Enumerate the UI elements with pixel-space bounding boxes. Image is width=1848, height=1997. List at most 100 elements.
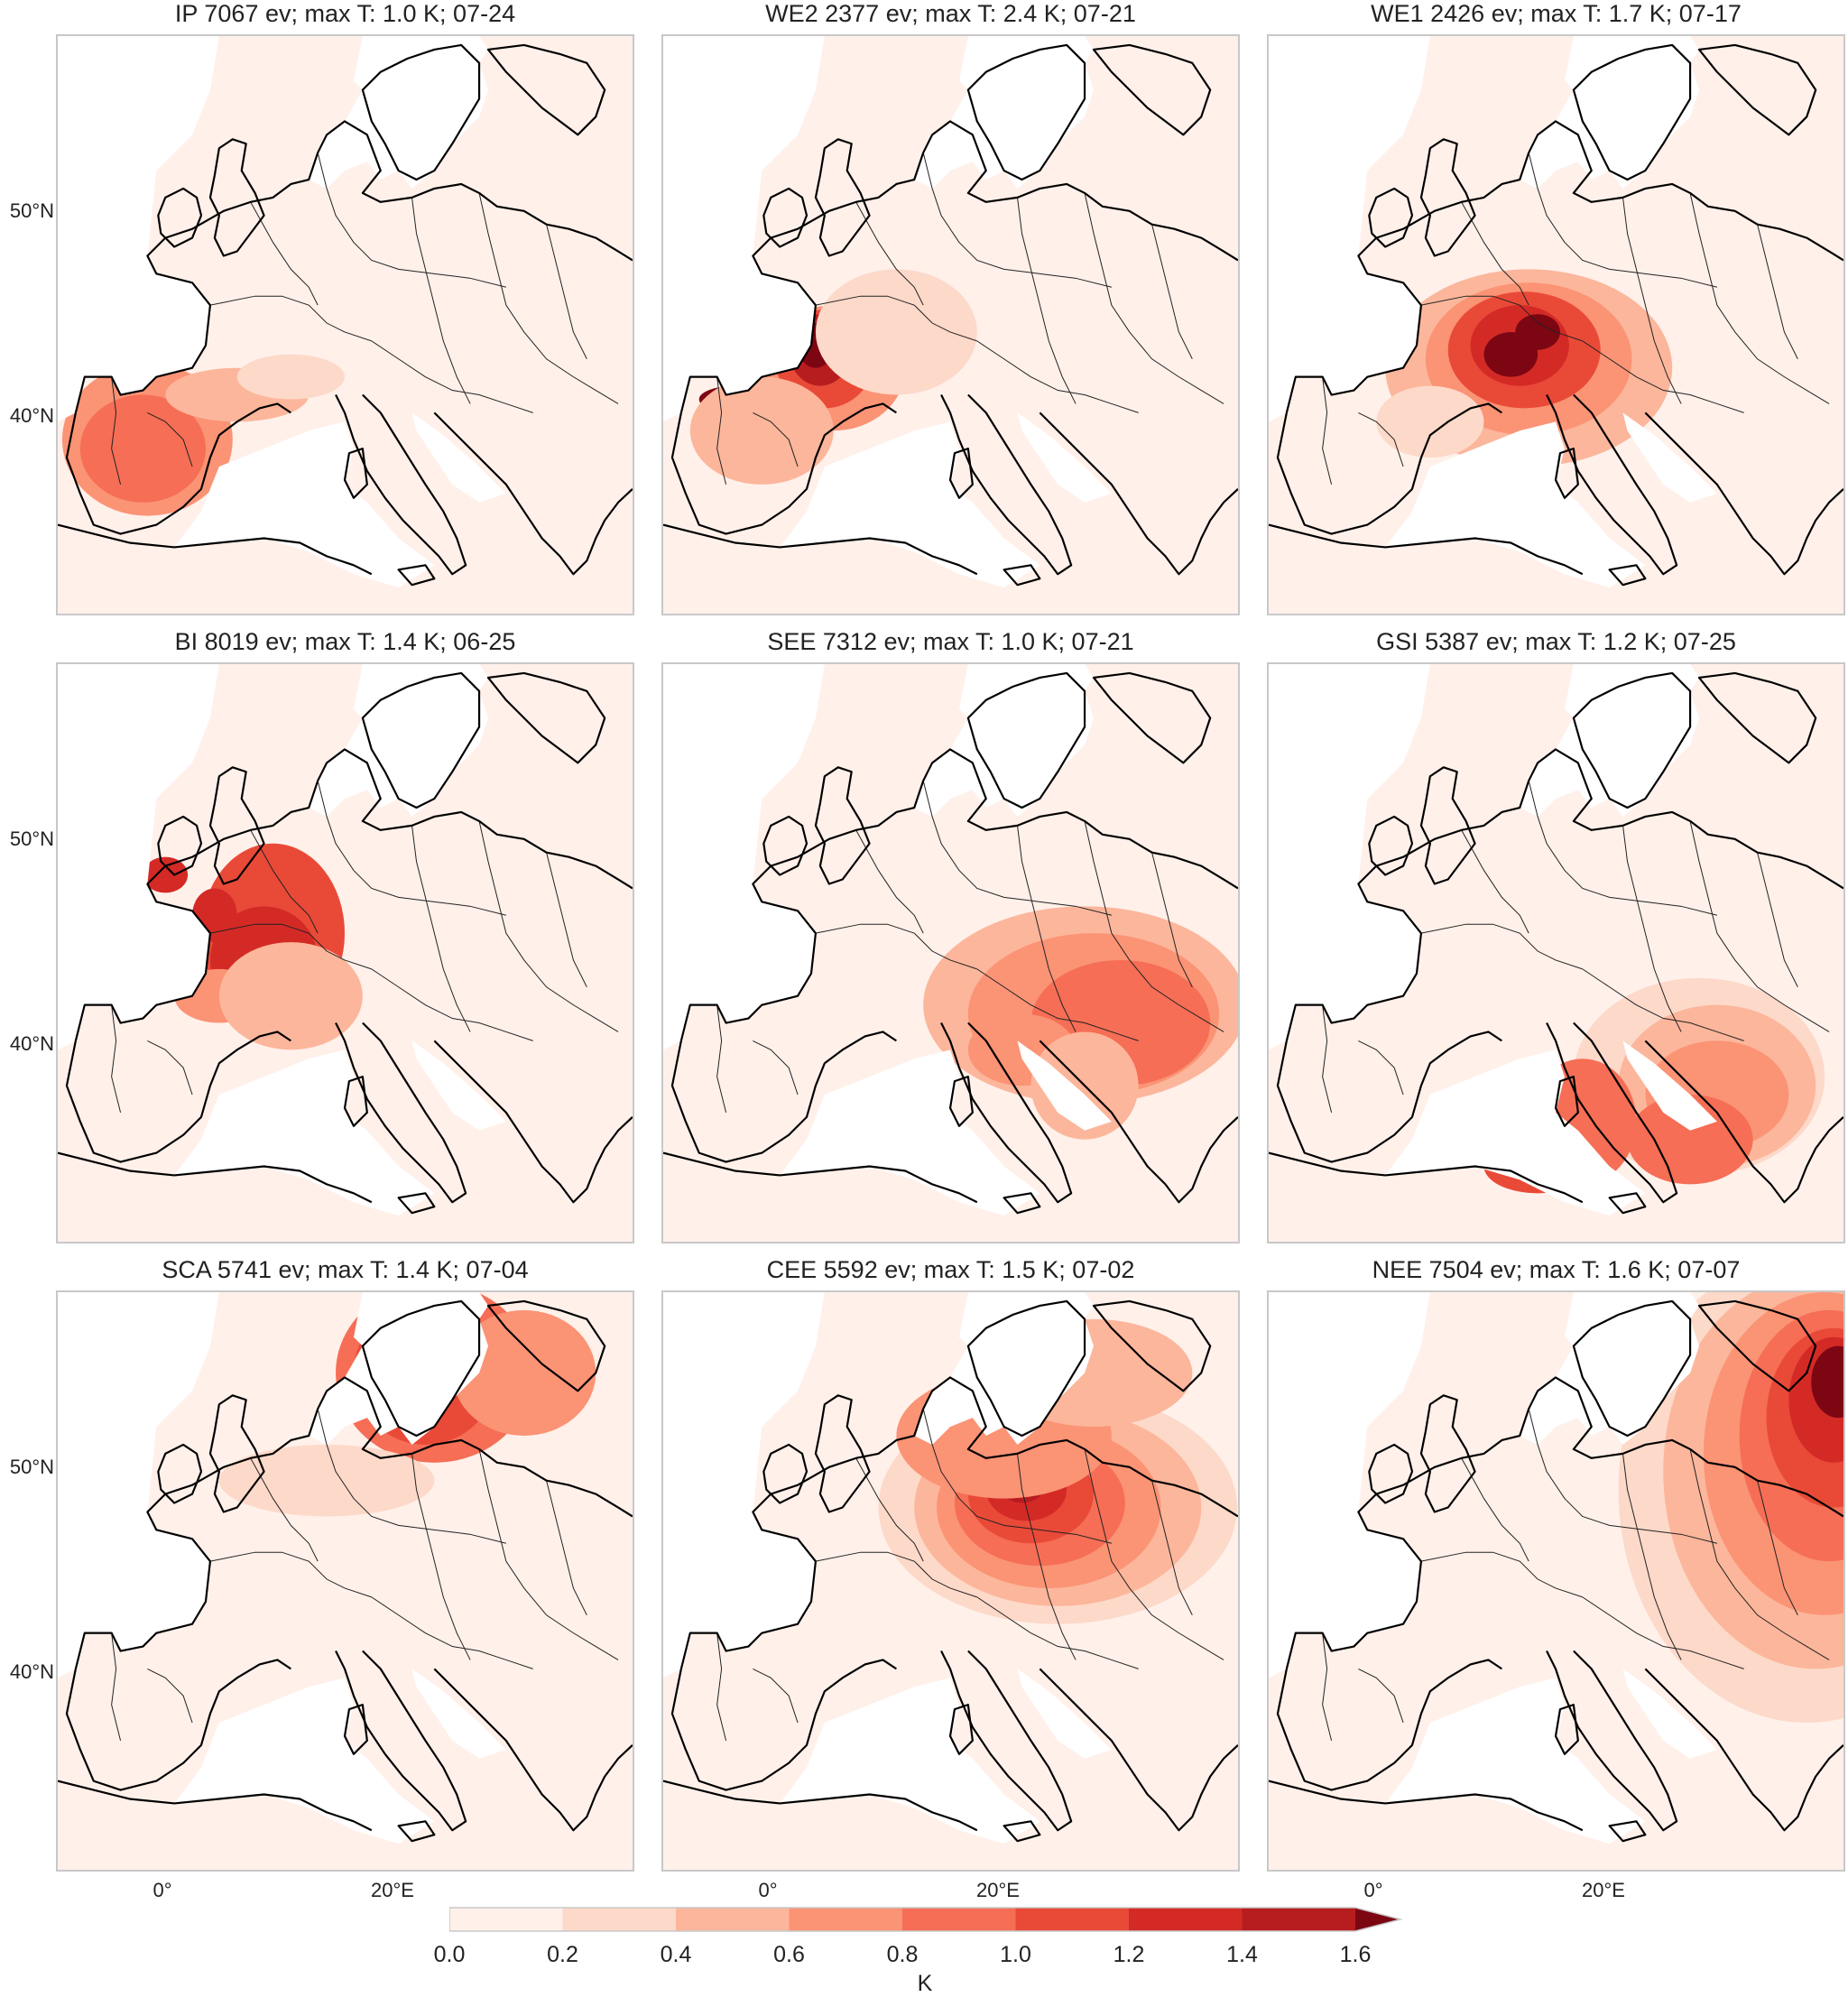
sea-area [174,421,435,588]
coastline [65,402,291,535]
coastline [433,411,633,576]
coastline [486,671,606,764]
coastline [361,43,481,181]
lat-label: 50°N [9,827,54,850]
coastline [670,402,897,535]
coastline [1546,1650,1678,1832]
country-border [209,295,372,342]
country-border [815,1551,977,1598]
country-border [1622,825,1682,1032]
panel-title-gsi: GSI 5387 ev; max T: 1.2 K; 07-25 [1376,628,1736,655]
coastline [208,138,265,257]
sea-area [914,1292,1095,1445]
coastline [948,1076,974,1127]
coastline [1608,564,1647,587]
coastline [157,1443,203,1504]
country-border [317,781,507,916]
country-border [1420,295,1583,342]
country-border [855,201,924,306]
coastline [486,1299,606,1392]
country-border [855,829,924,934]
sea-area [1017,1669,1112,1759]
coastline [208,766,265,885]
coastline [74,748,633,1041]
sea-area [1520,664,1700,817]
coastline [1368,187,1414,248]
coastline [1285,748,1843,1041]
country-border [411,1453,471,1660]
coastline [1269,1151,1584,1204]
coastline [762,1443,808,1504]
country-border [1084,192,1224,404]
coastline [1554,1076,1579,1127]
country-border [1017,1453,1076,1660]
panel-title-see: SEE 7312 ev; max T: 1.0 K; 07-21 [767,628,1134,655]
colorbar-tick-label: 1.6 [1339,1942,1372,1967]
sea-area [1622,1669,1717,1759]
colorbar-segment [1129,1908,1243,1931]
coastline [343,1704,368,1755]
colorbar-extend-arrow [1355,1908,1400,1931]
map-canvas [1269,36,1843,614]
sea-area [1520,1292,1700,1445]
country-border [111,376,122,485]
country-border [855,1457,924,1562]
sea-area [663,1292,825,1678]
sea-area [1622,412,1717,503]
country-border [1322,1004,1333,1114]
country-border [815,923,977,970]
country-border [546,852,587,987]
country-border [478,1448,619,1660]
coastline [58,1151,373,1204]
country-border [815,295,977,342]
anomaly-contour [452,1309,596,1437]
country-border [1322,376,1333,485]
country-border [478,192,619,404]
country-border [478,820,619,1032]
coastline [74,120,633,413]
coastline [940,1022,1073,1204]
panel-title-sca: SCA 5741 ev; max T: 1.4 K; 07-04 [162,1256,529,1283]
coastline [1419,1394,1476,1513]
coastline [1092,43,1212,136]
country-border [976,340,1139,413]
coastline [1092,1299,1212,1392]
country-border [111,1632,122,1742]
country-border [209,923,372,970]
country-border [1582,1596,1744,1669]
colorbar-tick-label: 0.8 [886,1942,919,1967]
country-border [546,224,587,359]
map-panel-we2 [661,34,1240,615]
country-border [1420,1551,1583,1598]
country-border [1622,1453,1682,1660]
map-canvas [58,664,633,1242]
coastline [335,1022,467,1204]
sea-area [1017,1040,1112,1131]
coastline [1546,393,1678,576]
coastline [1697,43,1817,136]
country-border [411,825,471,1032]
map-canvas [663,1292,1238,1870]
lat-label: 40°N [9,1032,54,1055]
country-border [371,968,533,1041]
coastline [948,448,974,499]
anomaly-contour [106,421,189,494]
sea-area [174,1049,435,1216]
country-border [1757,852,1798,987]
colorbar-segment [1015,1908,1130,1931]
country-border [1322,1632,1333,1742]
coastline [1644,1040,1843,1204]
country-border [250,1457,319,1562]
coastline [679,1376,1238,1669]
map-panel-nee [1267,1290,1845,1872]
lat-label: 50°N [9,1456,54,1478]
anomaly-contour [815,269,977,395]
coastline [1697,1299,1817,1392]
coastline [1276,1659,1502,1791]
country-border [1528,1409,1718,1544]
map-panel-gsi [1267,662,1845,1244]
coastline [670,1659,897,1791]
map-panel-bi [56,662,634,1244]
country-border [716,1004,727,1114]
lat-label: 40°N [9,1660,54,1683]
